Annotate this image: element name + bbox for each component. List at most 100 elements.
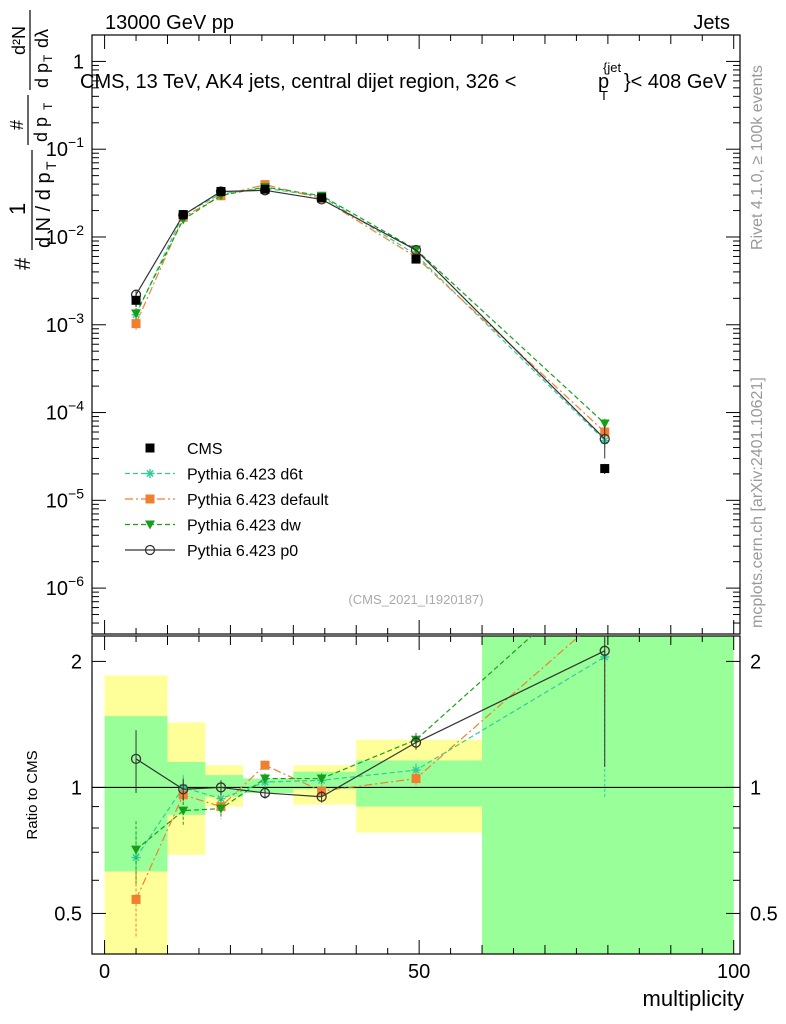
main-y-tick-label: 10−6 [46, 573, 84, 600]
x-tick-label: 50 [408, 961, 430, 983]
legend-entry-data: CMS [145, 441, 223, 458]
main-point-data [411, 254, 421, 264]
ratio-inner-band-2 [205, 775, 243, 797]
ratio-point-d6t [411, 765, 421, 775]
ratio-y-axis-label: Ratio to CMS [24, 750, 41, 839]
main-series-data [131, 184, 610, 474]
main-point-default [131, 319, 141, 329]
legend-entry-p0: Pythia 6.423 p0 [125, 543, 298, 560]
ylabel-t1: T [43, 161, 59, 170]
main-y-axis-label: # 1 d N / d p T # d p T d²N d p T dλ [5, 10, 59, 270]
ratio-point-dw [600, 566, 610, 575]
legend-label-d6t: Pythia 6.423 d6t [187, 467, 303, 484]
title-prefix: CMS, 13 TeV, AK4 jets, central dijet reg… [80, 71, 516, 93]
ratio-point-p0 [130, 753, 142, 765]
ratio-point-dw [178, 806, 189, 816]
ylabel-hash: # [10, 257, 35, 270]
title-p: p [598, 71, 609, 93]
legend-entry-dw: Pythia 6.423 dw [125, 518, 301, 535]
main-series-dw [131, 183, 610, 429]
ylabel-dn: d N / d p [33, 172, 55, 248]
legend: CMS Pythia 6.423 d6t Pythia 6.423 default P… [125, 441, 329, 560]
ratio-point-default [600, 609, 609, 618]
main-point-data [260, 184, 270, 194]
main-y-tick-label: 10−3 [46, 310, 84, 337]
ratio-point-dw [260, 774, 271, 784]
main-y-tick-label: 10−4 [46, 398, 84, 425]
analysis-id: (CMS_2021_I1920187) [348, 592, 483, 607]
legend-entry-default: Pythia 6.423 default [125, 492, 329, 509]
ratio-y-tick-label: 0.5 [54, 903, 82, 925]
main-point-data [317, 193, 327, 203]
ratio-inner-band-5 [356, 760, 483, 807]
x-tick-label: 0 [99, 961, 110, 983]
rivet-version-label: Rivet 4.1.0, ≥ 100k events [749, 65, 766, 250]
ratio-point-p0 [178, 784, 189, 795]
ratio-y-tick-label-right: 2 [750, 651, 761, 673]
ylabel-one: 1 [5, 203, 30, 215]
legend-marker-d6t [145, 469, 155, 478]
ratio-point-p0 [316, 791, 327, 802]
main-plot-frame [91, 34, 741, 635]
legend-entry-d6t: Pythia 6.423 d6t [125, 467, 303, 484]
main-y-tick-label: 1 [73, 51, 84, 73]
main-line-dw [135, 186, 606, 424]
main-y-axis: 10−6 10−5 10−4 10−3 10−2 10−1 1 [46, 34, 740, 635]
legend-marker-p0 [144, 544, 156, 556]
mcplots-label: mcplots.cern.ch [arXiv:2401.10621] [749, 377, 766, 628]
ylabel-hash-2: # [7, 120, 27, 130]
legend-marker-default [145, 494, 155, 504]
ratio-point-p0 [259, 787, 271, 799]
ratio-plot-frame [91, 635, 741, 955]
ylabel-dlambda: dλ [32, 29, 52, 48]
main-point-p0 [410, 244, 422, 256]
ylabel-dpt-2: d p [32, 63, 52, 88]
plot-title: CMS, 13 TeV, AK4 jets, central dijet reg… [80, 60, 728, 103]
ratio-point-dw [316, 774, 327, 784]
ylabel-t2: T [41, 102, 55, 110]
ylabel-t3: T [41, 54, 55, 62]
title-suffix: }< 408 GeV [624, 71, 728, 93]
ratio-point-dw [215, 804, 226, 814]
title-sup-jet: {jet [603, 60, 621, 75]
legend-label-default: Pythia 6.423 default [187, 492, 329, 509]
main-series-layer [130, 180, 610, 474]
ratio-inner-band-6 [482, 636, 734, 954]
ratio-point-default [411, 774, 421, 784]
main-y-tick-label: 10−2 [46, 222, 84, 249]
main-y-tick-label: 10−5 [46, 485, 84, 512]
ratio-y-tick-label-right: 1 [750, 777, 761, 799]
ratio-y-tick-label-right: 0.5 [750, 903, 778, 925]
category-label: Jets [693, 12, 730, 34]
ratio-point-p0 [410, 737, 422, 748]
legend-marker-data [145, 443, 155, 453]
main-point-p0 [599, 433, 610, 445]
x-axis-label: multiplicity [643, 986, 744, 1011]
main-y-tick-label: 10−1 [46, 134, 84, 161]
ratio-point-p0 [599, 645, 610, 656]
ylabel-d2n: d²N [9, 26, 29, 55]
ratio-y-axis: 0.5 0.5 1 1 2 2 [54, 651, 778, 955]
main-line-p0 [135, 189, 606, 440]
ratio-point-default [131, 894, 141, 904]
ratio-y-tick-label: 1 [71, 777, 82, 799]
main-point-dw [599, 419, 610, 429]
legend-label-dw: Pythia 6.423 dw [187, 518, 301, 535]
legend-label-p0: Pythia 6.423 p0 [187, 543, 298, 560]
ratio-point-dw [131, 845, 142, 855]
ratio-series-p0 [130, 636, 610, 803]
legend-label-data: CMS [187, 441, 223, 458]
main-point-data [600, 464, 610, 474]
main-point-dw [131, 309, 142, 319]
legend-marker-dw [145, 520, 155, 530]
main-line-default [135, 183, 606, 433]
ratio-uncertainty-bands [104, 636, 734, 954]
ratio-series-layer [130, 566, 610, 937]
ratio-y-tick-label: 2 [71, 651, 82, 673]
main-point-data [216, 186, 226, 196]
ratio-point-p0 [215, 782, 227, 793]
energy-label: 13000 GeV pp [105, 12, 234, 34]
main-point-data [131, 295, 141, 305]
ylabel-dpt: d p [31, 117, 51, 142]
